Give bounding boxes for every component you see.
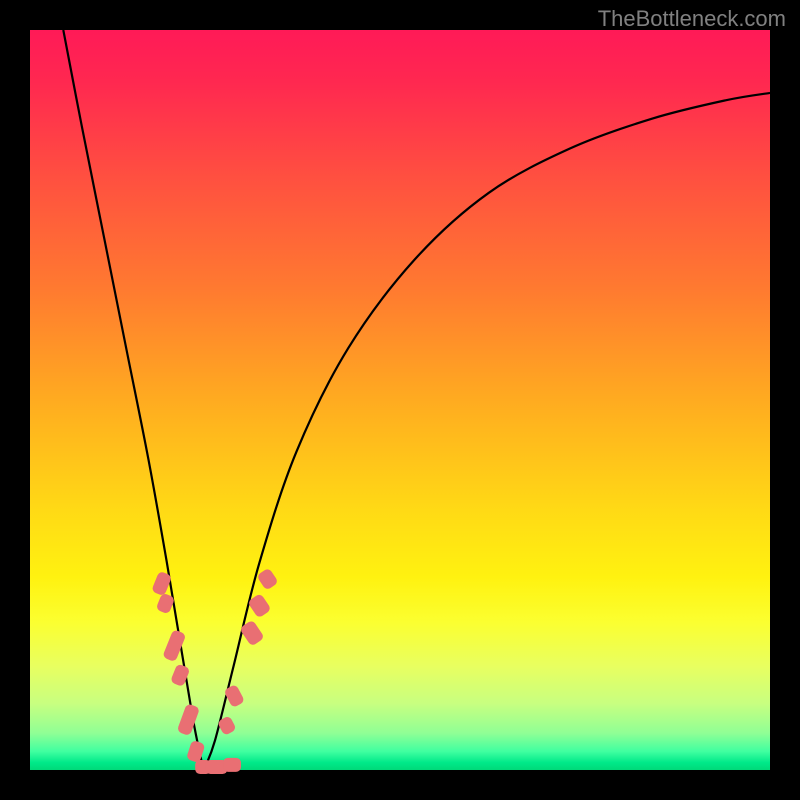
marker-8 [223,758,241,772]
plot-background [30,30,770,770]
chart-canvas: TheBottleneck.com [0,0,800,800]
chart-svg [0,0,800,800]
